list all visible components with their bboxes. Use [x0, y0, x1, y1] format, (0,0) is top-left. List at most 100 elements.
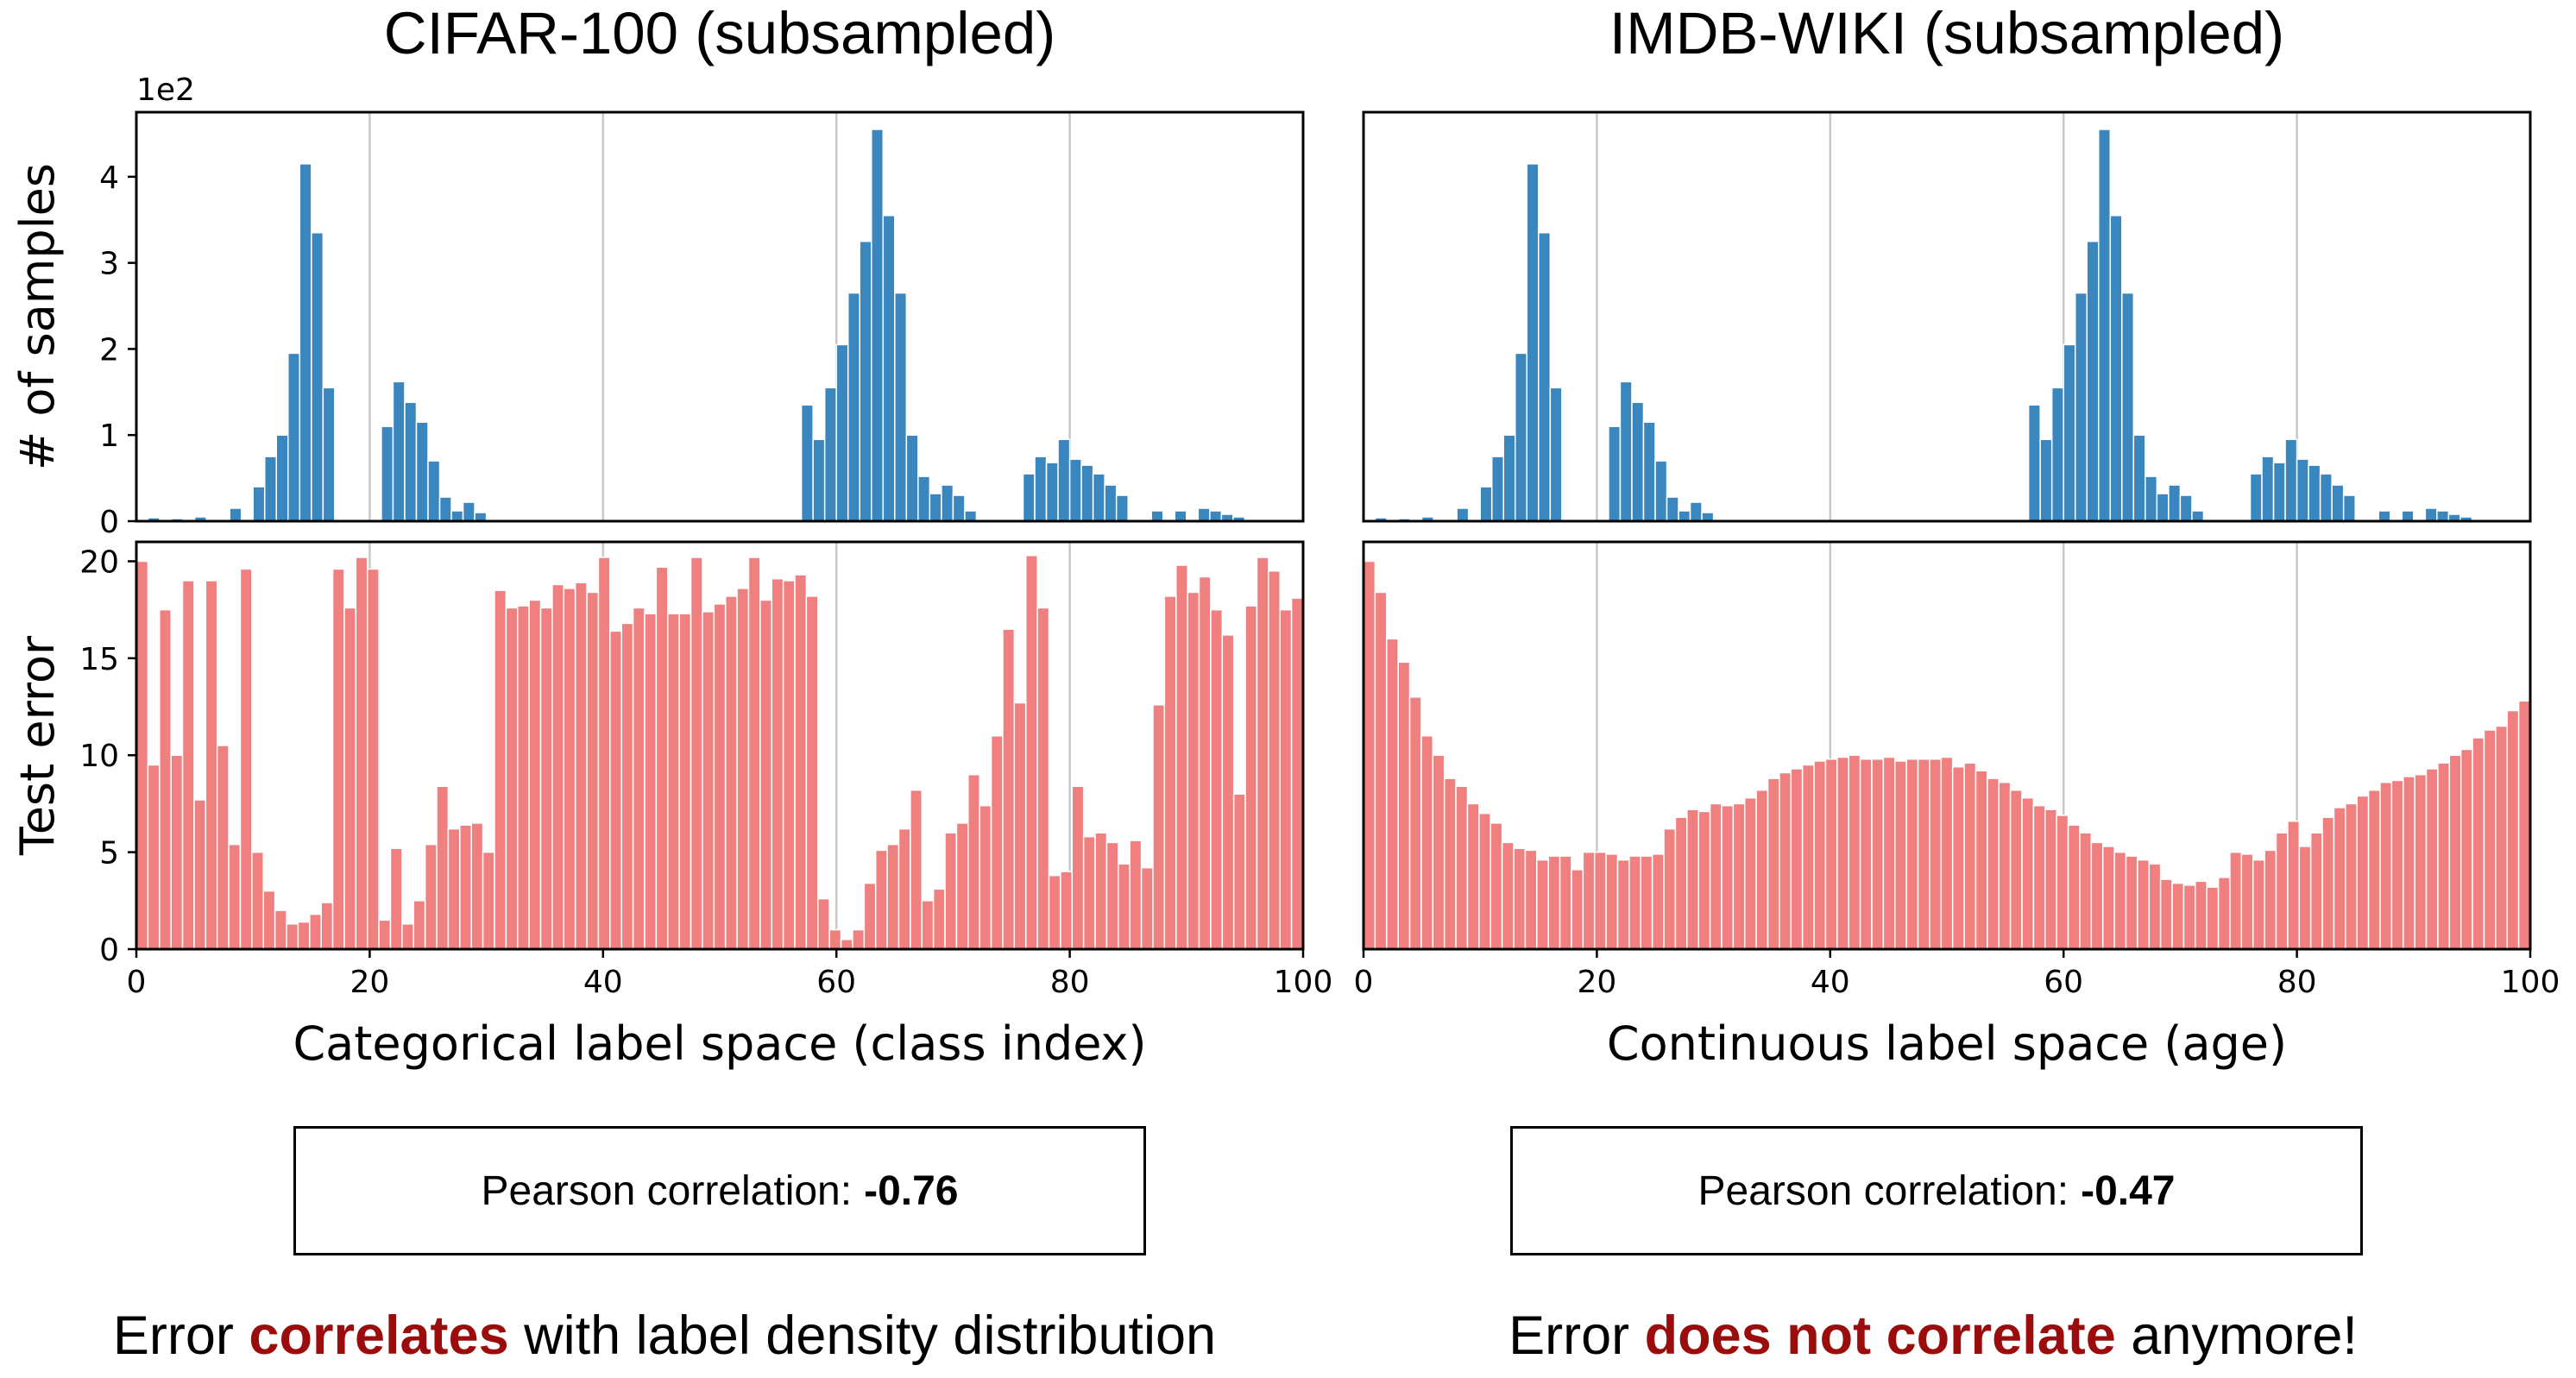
bar [1105, 841, 1119, 950]
axis-multiplier: 1e2 [136, 72, 195, 108]
bar [2390, 779, 2404, 950]
bar [1559, 855, 1572, 950]
bar [1666, 496, 1679, 522]
bar [882, 214, 896, 522]
bar [1080, 464, 1094, 522]
bar [1917, 758, 1930, 950]
x-tick-label: 80 [1050, 965, 1090, 1000]
bar [747, 557, 761, 950]
bar [2309, 832, 2323, 950]
bar [1987, 777, 2000, 950]
bar [2240, 853, 2254, 950]
bar [2125, 855, 2138, 950]
bar [929, 493, 942, 522]
bar [1663, 827, 1677, 950]
bar [2195, 880, 2208, 950]
y-tick-label: 0 [99, 933, 119, 968]
bar [1197, 507, 1211, 522]
bar [1848, 754, 1861, 950]
bar [835, 343, 849, 522]
bar [2342, 494, 2356, 522]
bar [2272, 462, 2286, 522]
caption-right: Error does not correlate anymore! [1346, 1305, 2520, 1367]
bar [322, 387, 336, 522]
x-tick-label: 20 [1577, 965, 1616, 1000]
bar [181, 580, 195, 950]
bar [404, 401, 418, 522]
bar [505, 607, 519, 950]
x-tick-label: 60 [2044, 965, 2083, 1000]
bar [551, 583, 565, 950]
bar [2067, 824, 2081, 950]
bar [667, 613, 680, 950]
bar [381, 425, 394, 522]
x-axis-label: Continuous label space (age) [1607, 1016, 2287, 1071]
bar [2367, 789, 2381, 950]
bar [1256, 557, 1269, 950]
bar [1536, 859, 1549, 950]
bar [343, 607, 357, 950]
bar [1045, 462, 1059, 522]
bar [2425, 768, 2439, 950]
bar [990, 735, 1004, 950]
bar [620, 622, 634, 950]
bar [1129, 840, 1143, 950]
bar [297, 921, 311, 950]
bar [1140, 866, 1154, 950]
bar [2333, 807, 2346, 950]
y-axis-label: # of samples [10, 163, 65, 470]
bar [2378, 510, 2391, 522]
bar [1408, 696, 1422, 950]
bar [1524, 849, 1538, 950]
bar [1571, 869, 1584, 950]
caption-text: Error [112, 1306, 234, 1366]
bar [427, 460, 441, 522]
bar [759, 599, 772, 950]
bar [2345, 802, 2358, 950]
bar [1397, 661, 1411, 950]
bar [944, 832, 958, 950]
bar [910, 789, 923, 950]
bar [1210, 608, 1224, 950]
bar [1420, 735, 1434, 950]
bar [1363, 560, 1376, 950]
bar [1455, 785, 1469, 950]
bar [979, 804, 992, 950]
bar [274, 909, 287, 950]
bar [805, 595, 819, 950]
bar [1209, 510, 1223, 522]
histogram-panel: 0 1 2 3 4 1e2 # of samples [10, 72, 1305, 540]
bar [2056, 815, 2069, 950]
bar [967, 773, 980, 950]
bar [2021, 796, 2035, 950]
x-tick-label: 40 [1811, 965, 1850, 1000]
bar [1721, 804, 1735, 950]
bar [1619, 381, 1633, 522]
bar [1882, 756, 1896, 950]
bar [2039, 438, 2053, 522]
bar [2179, 494, 2193, 522]
chart-title: IMDB-WIKI (subsampled) [1609, 0, 2284, 66]
bar [955, 822, 969, 950]
bar [1582, 851, 1596, 950]
caption-highlight: correlates [249, 1306, 509, 1366]
bar [1905, 758, 1919, 950]
bar [941, 484, 954, 522]
bar [2495, 725, 2508, 950]
bar [894, 292, 908, 522]
axes-frame [1362, 540, 2532, 951]
y-axis-label: Test error [10, 635, 65, 856]
bar [632, 607, 646, 950]
bar [1605, 853, 1619, 950]
bar [1871, 758, 1885, 950]
bar [917, 475, 931, 522]
test-error-panel: 0 5 10 15 20 Test error [10, 540, 1305, 968]
bar [702, 611, 715, 950]
bar [2517, 700, 2531, 950]
correlation-label: Pearson correlation: [1697, 1167, 2069, 1214]
bar [2098, 129, 2112, 522]
bar [1951, 765, 1965, 950]
bar [2074, 292, 2088, 522]
bar [1732, 802, 1746, 950]
bar [320, 902, 334, 950]
